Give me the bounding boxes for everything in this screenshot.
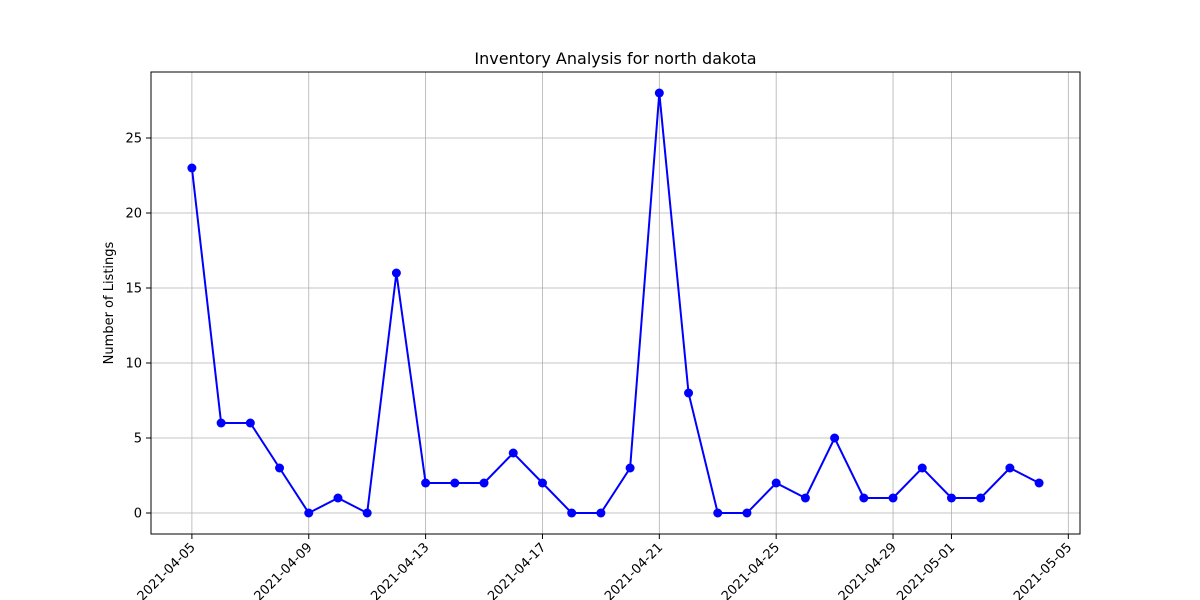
data-point bbox=[216, 418, 226, 428]
data-point bbox=[1034, 478, 1044, 488]
y-tick-label: 20 bbox=[125, 207, 142, 222]
grid-lines bbox=[151, 72, 1080, 534]
data-point bbox=[391, 268, 401, 278]
series-inventory bbox=[187, 88, 1044, 518]
x-tick-label: 2021-04-21 bbox=[602, 540, 666, 600]
data-point bbox=[888, 493, 898, 503]
data-point bbox=[362, 508, 372, 518]
x-tick-label: 2021-04-17 bbox=[485, 540, 549, 600]
series-line bbox=[190, 92, 1040, 515]
x-tick-label: 2021-05-01 bbox=[894, 540, 958, 600]
axis-ticks: 2021-04-05 2021-04-09 2021-04-13 2021-04-17… bbox=[125, 132, 1075, 600]
data-point bbox=[304, 508, 314, 518]
data-point bbox=[917, 463, 927, 473]
data-point bbox=[771, 478, 781, 488]
data-point bbox=[333, 493, 343, 503]
data-point bbox=[830, 433, 840, 443]
data-point bbox=[713, 508, 723, 518]
y-axis-label: Number of Listings bbox=[102, 241, 117, 364]
y-tick-label: 0 bbox=[134, 507, 142, 522]
data-point bbox=[187, 163, 197, 173]
data-point bbox=[800, 493, 810, 503]
data-point bbox=[275, 463, 285, 473]
plot-frame bbox=[150, 71, 1081, 535]
data-point bbox=[946, 493, 956, 503]
y-tick-label: 25 bbox=[125, 132, 142, 147]
data-point bbox=[537, 478, 547, 488]
y-tick-label: 5 bbox=[134, 432, 142, 447]
data-point bbox=[479, 478, 489, 488]
x-tick-label: 2021-04-13 bbox=[368, 540, 432, 600]
data-point bbox=[684, 388, 694, 398]
data-point bbox=[567, 508, 577, 518]
data-point bbox=[742, 508, 752, 518]
data-point bbox=[450, 478, 460, 488]
data-point bbox=[976, 493, 986, 503]
data-point bbox=[421, 478, 431, 488]
data-point bbox=[508, 448, 518, 458]
data-point bbox=[1005, 463, 1015, 473]
data-point bbox=[245, 418, 255, 428]
data-point bbox=[625, 463, 635, 473]
x-tick-label: 2021-04-25 bbox=[719, 540, 783, 600]
x-tick-label: 2021-04-09 bbox=[252, 540, 316, 600]
x-tick-label: 2021-04-29 bbox=[836, 540, 900, 600]
y-tick-label: 15 bbox=[125, 282, 142, 297]
y-tick-label: 10 bbox=[125, 357, 142, 372]
data-point bbox=[654, 88, 664, 98]
x-tick-label: 2021-05-05 bbox=[1011, 540, 1075, 600]
x-tick-label: 2021-04-05 bbox=[135, 540, 199, 600]
data-point bbox=[859, 493, 869, 503]
chart-title: Inventory Analysis for north dakota bbox=[474, 49, 756, 68]
data-point bbox=[596, 508, 606, 518]
